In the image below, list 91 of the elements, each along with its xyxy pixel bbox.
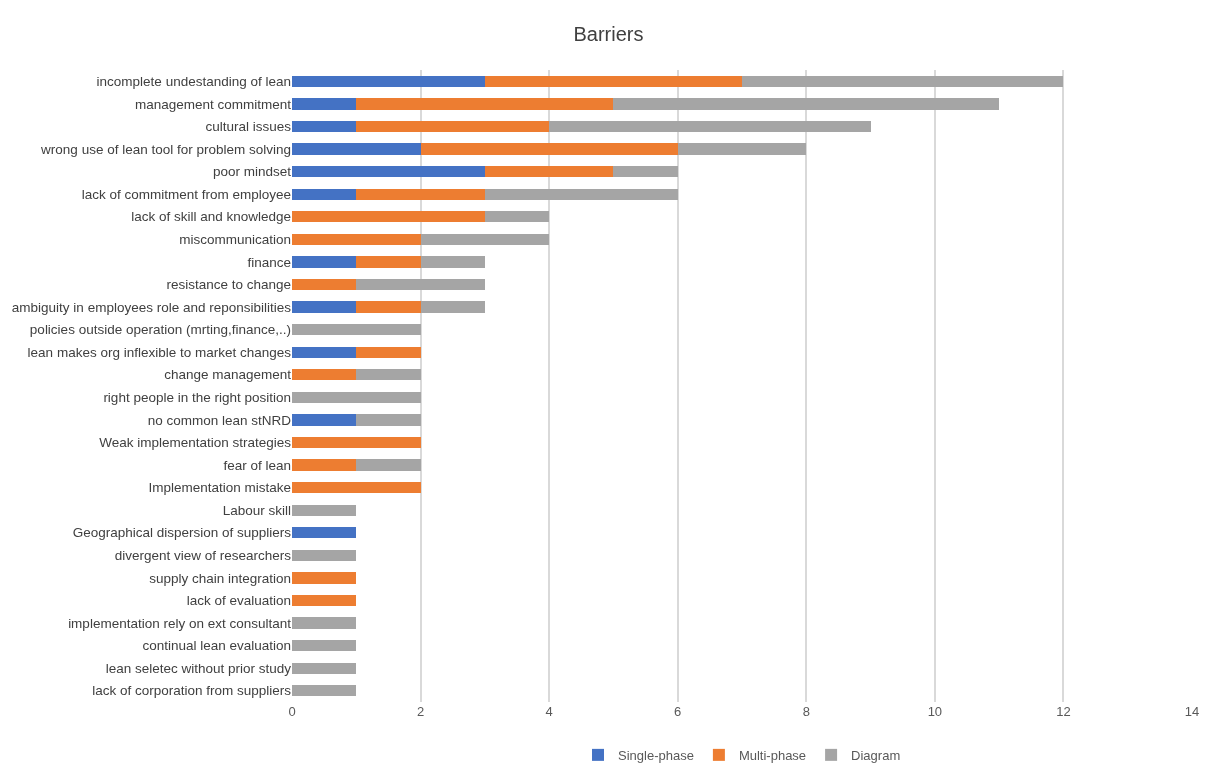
- bar: [292, 617, 357, 629]
- bar: [613, 98, 1000, 110]
- y-tick-label: divergent view of researchers: [114, 548, 292, 564]
- bar: [420, 256, 485, 268]
- bar: [292, 369, 357, 381]
- bar: [356, 278, 485, 291]
- bar: [292, 233, 421, 245]
- bar: [292, 481, 421, 494]
- bar: [484, 211, 550, 223]
- y-tick-label: incomplete undestanding of lean: [96, 74, 291, 90]
- y-tick-label: no common lean stNRD: [147, 412, 292, 428]
- y-tick-label: Weak implementation strategies: [99, 435, 292, 451]
- legend-label: Multi-phase: [738, 747, 807, 763]
- y-tick-label: lack of skill and knowledge: [131, 209, 291, 225]
- x-tick-label: 4: [545, 704, 553, 719]
- x-tick-label: 0: [288, 704, 296, 719]
- bar: [420, 143, 678, 155]
- y-tick-label: management commitment: [134, 96, 292, 112]
- x-tick-label: 2: [416, 704, 425, 719]
- y-tick-label: lack of evaluation: [186, 593, 291, 609]
- bar: [484, 165, 614, 178]
- x-tick-label: 6: [674, 704, 682, 719]
- bar: [292, 75, 485, 87]
- y-tick-label: lack of corporation from suppliers: [92, 683, 292, 699]
- y-tick-label: poor mindset: [212, 164, 292, 180]
- y-tick-label: implementation rely on ext consultant: [68, 615, 292, 631]
- bar: [292, 98, 357, 110]
- y-tick-label: wrong use of lean tool for problem solving: [40, 141, 291, 157]
- y-tick-label: cultural issues: [205, 119, 292, 135]
- bar: [292, 594, 357, 607]
- bar: [292, 391, 421, 403]
- legend-label: Diagram: [851, 747, 901, 763]
- bar: [292, 143, 421, 155]
- y-tick-label: resistance to change: [166, 277, 291, 293]
- bar: [356, 301, 421, 313]
- bar: [292, 639, 357, 652]
- bar: [356, 98, 614, 110]
- y-tick-label: lack of commitment from employee: [81, 186, 291, 202]
- bar: [292, 188, 357, 200]
- y-tick-label: change management: [164, 367, 292, 383]
- bar: [420, 301, 485, 313]
- x-tick-label: 14: [1184, 704, 1200, 719]
- y-tick-label: miscommunication: [179, 232, 291, 248]
- bar: [292, 165, 485, 178]
- x-tick-label: 12: [1056, 704, 1071, 719]
- y-tick-label: Labour skill: [222, 502, 291, 518]
- bar: [356, 256, 421, 268]
- y-tick-label: continual lean evaluation: [142, 638, 291, 654]
- x-tick-label: 8: [802, 704, 810, 719]
- bar: [292, 120, 357, 133]
- bar: [356, 120, 550, 133]
- y-tick-label: fear of lean: [223, 457, 291, 473]
- bar: [742, 75, 1064, 87]
- bar: [356, 414, 421, 426]
- bar: [292, 414, 357, 426]
- bar: [292, 436, 421, 449]
- bar: [292, 346, 357, 358]
- bar: [292, 323, 421, 336]
- bar: [292, 685, 357, 697]
- y-tick-label: finance: [247, 254, 291, 270]
- bar: [292, 527, 357, 539]
- y-tick-label: Geographical dispersion of suppliers: [72, 525, 292, 541]
- bar: [677, 143, 807, 155]
- bar: [292, 256, 357, 268]
- y-tick-label: Implementation mistake: [148, 480, 291, 496]
- bar: [549, 120, 871, 133]
- bar: [292, 459, 357, 471]
- y-tick-label: ambiguity in employees role and reponsibilities: [11, 299, 292, 315]
- bar: [292, 301, 357, 313]
- bar: [356, 459, 421, 471]
- bar: [356, 369, 421, 381]
- bar: [613, 165, 678, 178]
- bar: [484, 188, 678, 200]
- y-tick-label: supply chain integration: [149, 570, 291, 586]
- y-tick-label: lean seletec without prior study: [105, 660, 292, 676]
- bar: [292, 572, 357, 584]
- y-tick-label: right people in the right position: [103, 390, 291, 406]
- bar: [292, 211, 485, 223]
- bar: [292, 662, 357, 674]
- bar: [356, 188, 485, 200]
- bar: [292, 549, 357, 561]
- bar: [292, 504, 357, 516]
- legend-label: Single-phase: [618, 747, 694, 763]
- bar: [484, 75, 742, 87]
- chart-title: Barriers: [573, 23, 644, 46]
- y-tick-label: policies outside operation (mrting,finance,..): [29, 322, 291, 338]
- y-tick-label: lean makes org inflexible to market changes: [27, 344, 292, 360]
- bar: [420, 233, 550, 245]
- bar: [292, 278, 357, 291]
- bar: [356, 346, 421, 358]
- x-tick-label: 10: [927, 704, 943, 719]
